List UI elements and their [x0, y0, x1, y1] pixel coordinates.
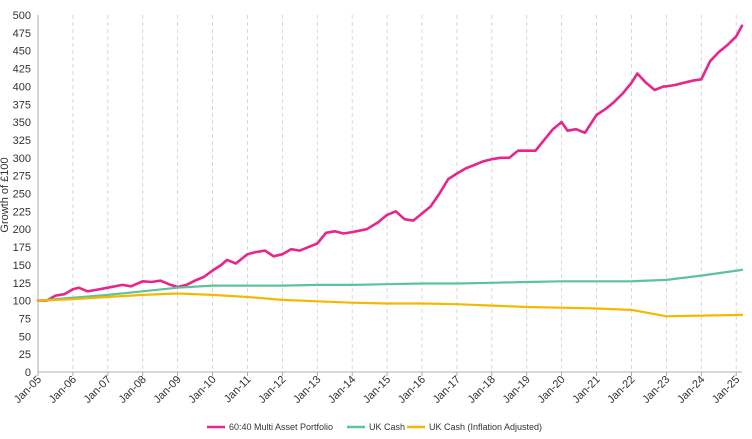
y-tick-labels: 0 25 50 75 100 125 150 175 200 225 250 275 300 325 350…: [13, 10, 31, 379]
axes: [37, 15, 742, 376]
series-lines: [36, 24, 744, 318]
y-tick-label: 150: [13, 260, 31, 272]
series-line-3: [36, 292, 744, 318]
legend-label: 60:40 Multi Asset Portfolio: [229, 422, 333, 432]
grid-lines: [72, 15, 737, 372]
x-tick-label: Jan-24: [675, 374, 707, 406]
y-tick-label: 350: [13, 117, 31, 129]
y-tick-label: 25: [19, 349, 31, 361]
y-tick-label: 250: [13, 189, 31, 201]
y-tick-label: 125: [13, 278, 31, 290]
y-tick-label: 375: [13, 99, 31, 111]
series-line-2: [36, 268, 744, 302]
x-tick-label: Jan-15: [361, 374, 393, 406]
y-tick-label: 425: [13, 64, 31, 76]
x-tick-label: Jan-10: [186, 374, 218, 406]
x-tick-label: Jan-09: [151, 374, 183, 406]
x-tick-label: Jan-23: [640, 374, 672, 406]
x-tick-label: Jan-06: [47, 374, 79, 406]
y-tick-label: 225: [13, 206, 31, 218]
x-tick-label: Jan-22: [605, 374, 637, 406]
x-tick-label: Jan-16: [396, 374, 428, 406]
y-tick-label: 475: [13, 28, 31, 40]
x-tick-label: Jan-18: [466, 374, 498, 406]
y-tick-label: 450: [13, 46, 31, 58]
y-tick-label: 75: [19, 313, 31, 325]
x-tick-label: Jan-19: [501, 374, 533, 406]
x-tick-label: Jan-11: [222, 374, 254, 406]
y-axis-title: Growth of £100: [0, 157, 11, 232]
y-tick-label: 500: [13, 10, 31, 22]
x-tick-labels: Jan-05 Jan-06 Jan-07 Jan-08 Jan-09 Jan-10 Jan-…: [12, 374, 742, 406]
legend: 60:40 Multi Asset Portfolio UK Cash UK Cas…: [207, 422, 542, 432]
legend-label: UK Cash: [369, 422, 405, 432]
y-tick-label: 300: [13, 153, 31, 165]
x-tick-label: Jan-14: [326, 374, 358, 406]
y-tick-label: 100: [13, 296, 31, 308]
x-tick-label: Jan-13: [291, 374, 323, 406]
y-tick-label: 0: [25, 367, 31, 379]
x-tick-label: Jan-25: [710, 374, 742, 406]
legend-label: UK Cash (Inflation Adjusted): [429, 422, 542, 432]
y-tick-label: 175: [13, 242, 31, 254]
y-tick-label: 50: [19, 331, 31, 343]
x-tick-label: Jan-21: [570, 374, 602, 406]
series-line-1: [36, 24, 744, 302]
x-tick-label: Jan-08: [117, 374, 149, 406]
x-tick-label: Jan-07: [82, 374, 114, 406]
x-tick-label: Jan-12: [256, 374, 288, 406]
y-tick-label: 325: [13, 135, 31, 147]
y-tick-label: 200: [13, 224, 31, 236]
x-tick-label: Jan-20: [535, 374, 567, 406]
y-tick-label: 400: [13, 81, 31, 93]
y-tick-label: 275: [13, 171, 31, 183]
x-tick-label: Jan-17: [431, 374, 463, 406]
